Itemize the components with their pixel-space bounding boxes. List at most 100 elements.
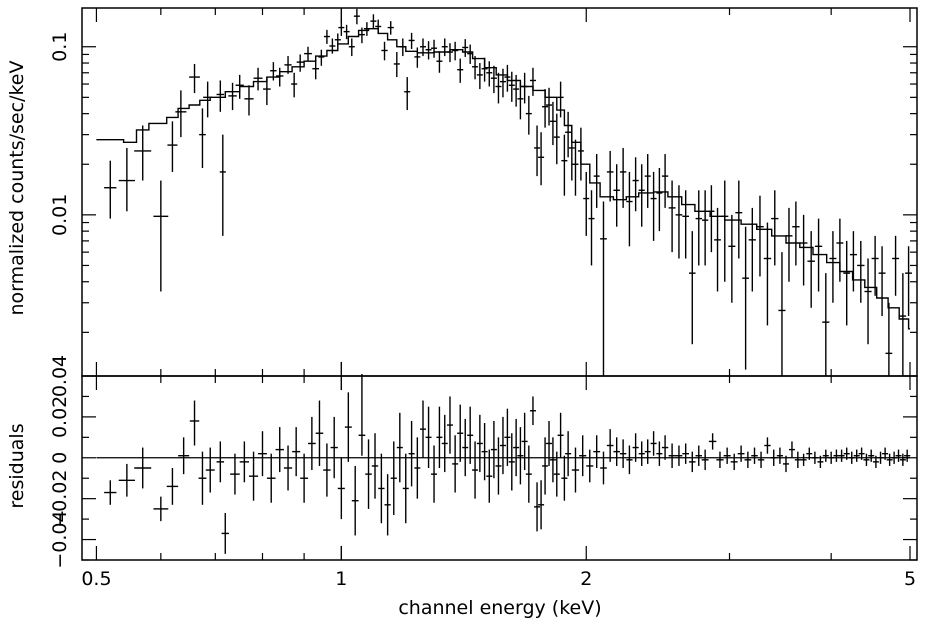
residual-data-point (431, 445, 438, 503)
residual-data-point (863, 453, 870, 466)
spectrum-data-point (829, 231, 837, 303)
spectrum-data-point (807, 231, 815, 308)
spectrum-data-point (792, 201, 800, 266)
spectrum-data-point (529, 67, 536, 96)
residual-data-point (776, 447, 783, 464)
spectrum-data-point (735, 180, 743, 259)
y-tick-label: −0.04 (49, 510, 71, 568)
spectrum-data-point (276, 67, 284, 87)
residual-data-point (848, 451, 855, 464)
residual-data-point (565, 431, 572, 477)
spectrum-data-point (452, 41, 459, 61)
residual-data-point (571, 447, 580, 493)
residual-data-point (895, 449, 902, 462)
residual-data-point (337, 457, 345, 520)
residual-data-point (794, 451, 801, 468)
spectrum-data-point (291, 72, 298, 98)
spectrum-data-point (253, 67, 263, 91)
residual-data-point (701, 449, 709, 471)
residual-data-point (134, 447, 152, 489)
spectrum-data-point (849, 231, 857, 292)
residual-data-point (216, 441, 225, 483)
residual-data-point (833, 449, 840, 462)
y-axis-label-top: normalized counts/sec/keV (6, 61, 28, 316)
residual-data-point (904, 449, 911, 462)
spectrum-data-point (363, 22, 370, 36)
spectrum-data-point (843, 240, 851, 326)
residual-data-point (877, 451, 884, 464)
residual-data-point (600, 451, 607, 485)
spectrum-data-point (419, 38, 426, 57)
residual-data-point (258, 431, 267, 477)
spectrum-data-point (525, 95, 532, 135)
residual-data-point (300, 453, 309, 503)
residual-data-point (315, 400, 324, 466)
residual-data-point (513, 418, 520, 477)
y-axis-label-bottom: residuals (6, 423, 28, 508)
residual-data-point (744, 451, 752, 468)
residual-data-point (853, 449, 860, 462)
y-tick-label: 0 (49, 452, 71, 464)
spectrum-data-point (675, 185, 683, 259)
spectrum-data-point (763, 222, 772, 326)
x-tick-label: 2 (580, 568, 592, 590)
residual-data-point (153, 496, 169, 522)
spectrum-data-point (235, 74, 244, 99)
spectrum-data-point (577, 127, 584, 181)
residual-data-point (390, 441, 397, 516)
spectrum-data-point (334, 33, 341, 47)
residuals-panel: 0.5 1 2 5 −0.04−0.02 0 0.020.04 (49, 355, 918, 590)
spectrum-data-point (476, 63, 483, 90)
residual-data-point (751, 447, 758, 464)
spectrum-data-point (436, 51, 443, 73)
spectrum-data-point (304, 46, 312, 62)
residual-data-point (730, 453, 738, 471)
residual-data-point (586, 449, 594, 483)
y-tick-label: 0.04 (49, 355, 71, 397)
spectrum-data-point (348, 38, 355, 57)
residual-data-point (198, 451, 207, 505)
residual-data-point (323, 443, 331, 497)
residual-data-point (843, 447, 850, 460)
spectrum-data-point (892, 235, 900, 296)
residual-data-point (266, 453, 276, 503)
spectrum-data-point (650, 171, 657, 241)
residual-data-point (561, 455, 568, 501)
spectrum-data-point (708, 185, 715, 253)
spectrum-data-point (244, 85, 254, 116)
spectrum-data-point (175, 90, 187, 138)
spectrum-data-point (822, 273, 830, 376)
spectrum-data-point (689, 231, 696, 345)
residual-data-point (495, 437, 502, 495)
spectrum-data-point (513, 74, 520, 107)
residual-data-point (441, 414, 448, 473)
residual-data-point (656, 441, 663, 466)
spectrum-data-point (153, 180, 169, 292)
spectrum-data-point (481, 57, 488, 82)
residual-data-point (371, 433, 379, 499)
spectrum-data-point (393, 52, 400, 78)
spectrum-data-point (441, 38, 448, 57)
residuals-frame (81, 375, 918, 561)
spectrum-data-point (557, 81, 564, 118)
residual-data-point (365, 439, 372, 509)
residual-data-point (462, 418, 469, 477)
spectrum-data-point (462, 39, 469, 57)
residual-data-point (737, 445, 745, 462)
spectrum-data-point (714, 207, 721, 292)
residual-data-point (205, 447, 215, 493)
residual-data-point (638, 441, 645, 466)
spectrum-data-point (343, 24, 350, 40)
residual-data-point (872, 455, 879, 468)
spectrum-data-point (318, 49, 325, 66)
residual-data-point (408, 420, 415, 487)
spectrum-panel: 0.1 0.01 (49, 7, 918, 377)
residual-data-point (811, 451, 818, 464)
spectrum-data-point (263, 77, 271, 106)
residual-data-point (517, 427, 524, 485)
residual-data-point (542, 437, 549, 495)
spectrum-data-point (323, 29, 330, 44)
spectrum-data-point (632, 157, 639, 212)
spectrum-data-point (572, 139, 579, 196)
